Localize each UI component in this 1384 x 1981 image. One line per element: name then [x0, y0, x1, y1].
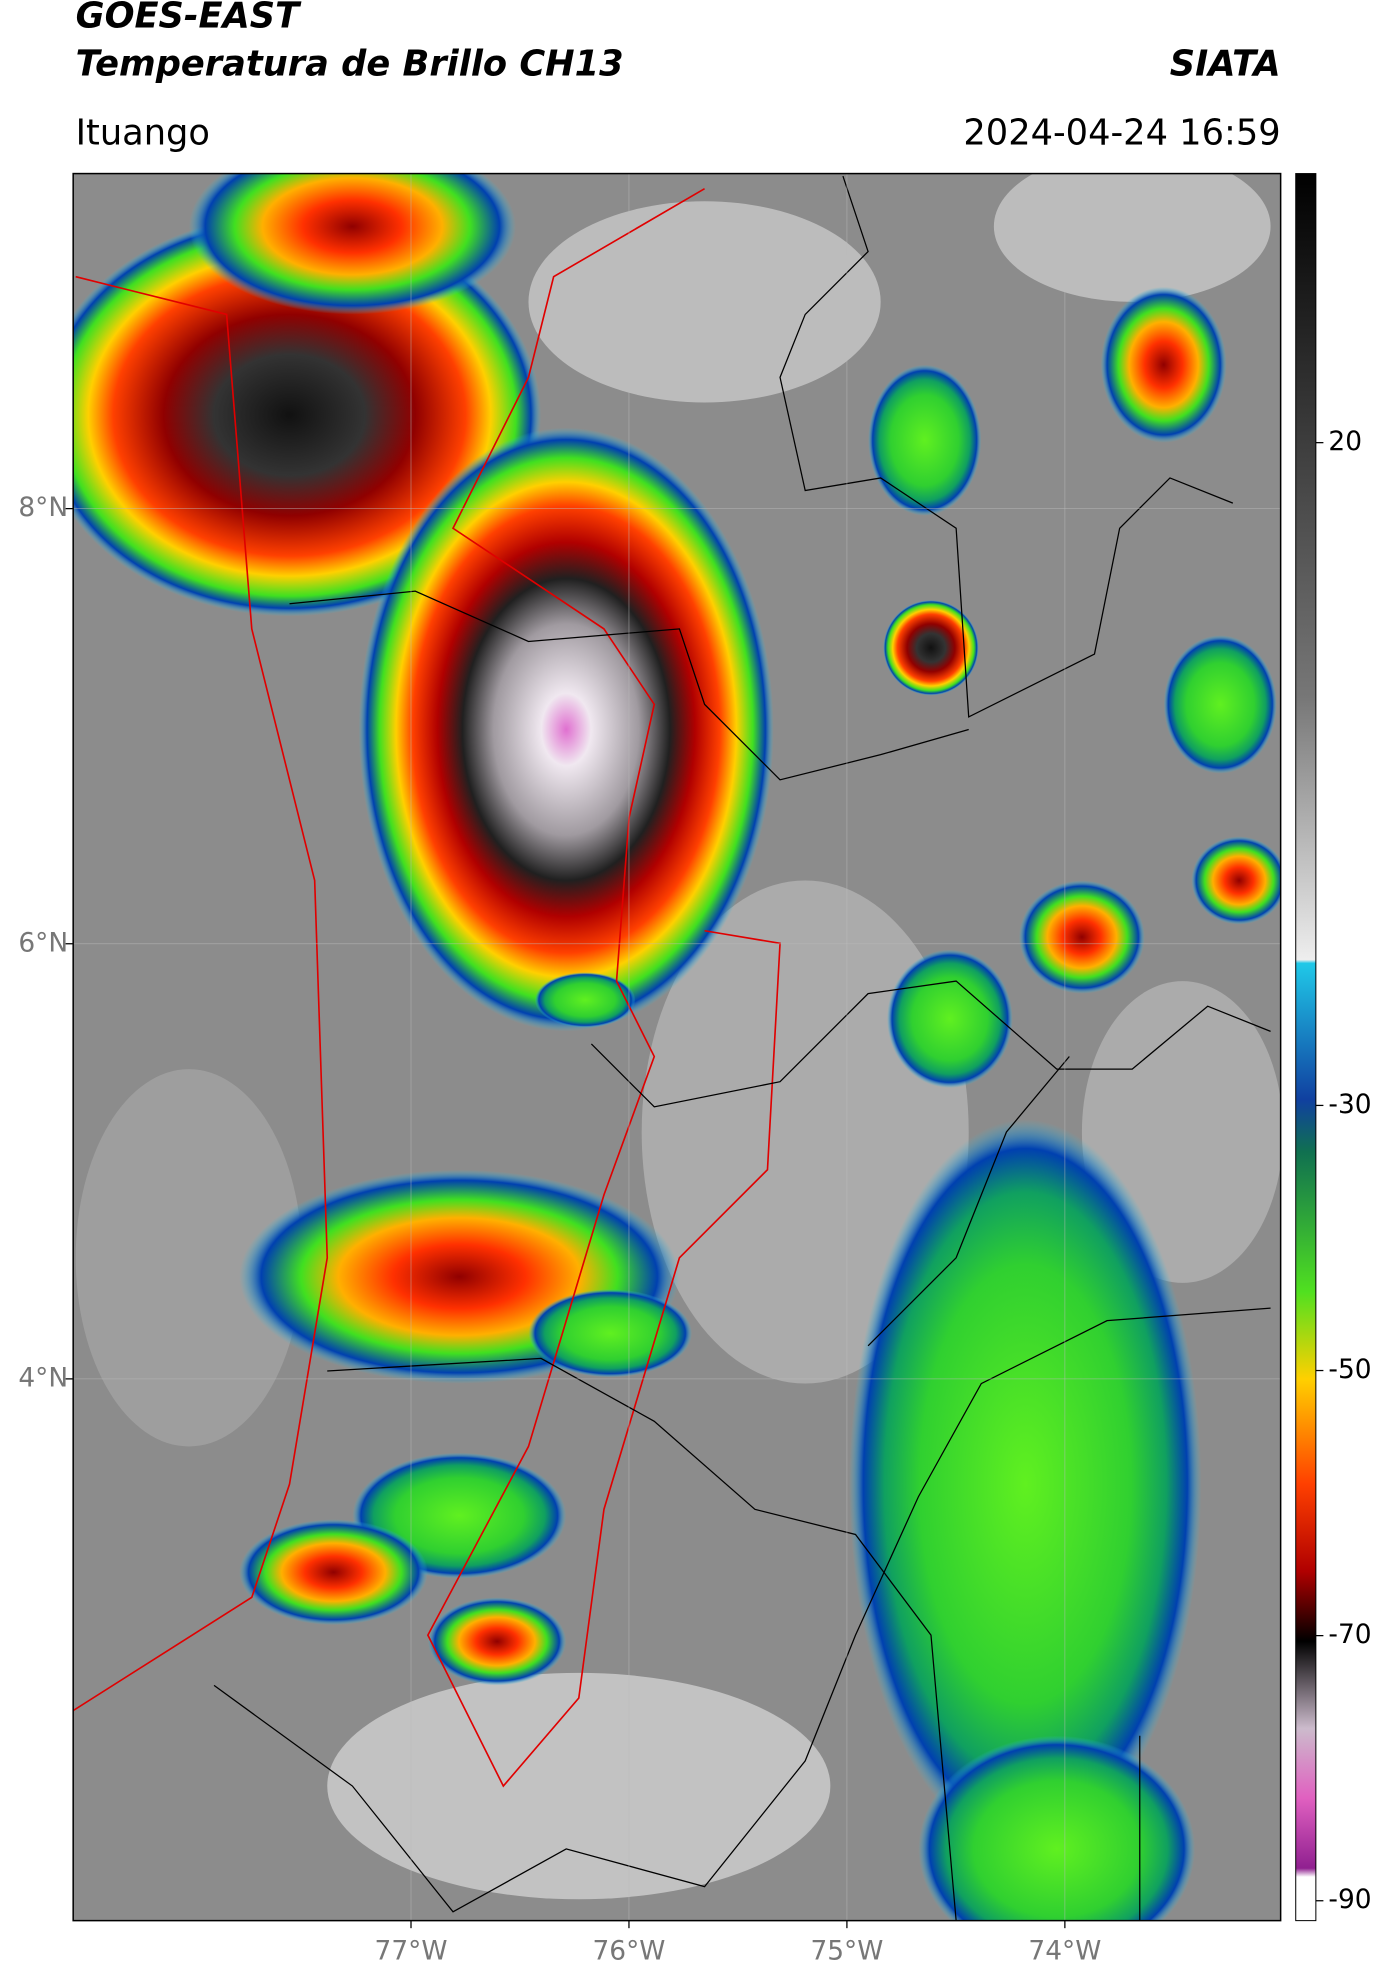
x-tick-label: 77°W: [375, 1936, 448, 1967]
x-tick-label: 74°W: [1028, 1936, 1101, 1967]
satellite-image: [73, 173, 1281, 1921]
y-tick-label: 4°N: [18, 1362, 68, 1393]
subtitle: Temperatura de Brillo CH13: [76, 43, 624, 84]
y-tick-label: 8°N: [18, 492, 68, 523]
source: SIATA: [1170, 43, 1281, 84]
colorbar-tick-label: -30: [1328, 1089, 1371, 1120]
timestamp: 2024-04-24 16:59: [963, 113, 1280, 154]
map-frame: [72, 172, 1282, 1922]
title: GOES-EAST: [76, 0, 302, 37]
colorbar: [1295, 173, 1317, 1922]
colorbar-tick-label: -90: [1328, 1884, 1371, 1915]
colorbar-tick-label: 20: [1328, 426, 1362, 457]
x-tick-label: 75°W: [810, 1936, 883, 1967]
y-tick-label: 6°N: [18, 927, 68, 958]
colorbar-tick-label: -70: [1328, 1619, 1371, 1650]
location: Ituango: [76, 113, 210, 154]
x-tick-label: 76°W: [592, 1936, 665, 1967]
colorbar-tick-label: -50: [1328, 1354, 1371, 1385]
